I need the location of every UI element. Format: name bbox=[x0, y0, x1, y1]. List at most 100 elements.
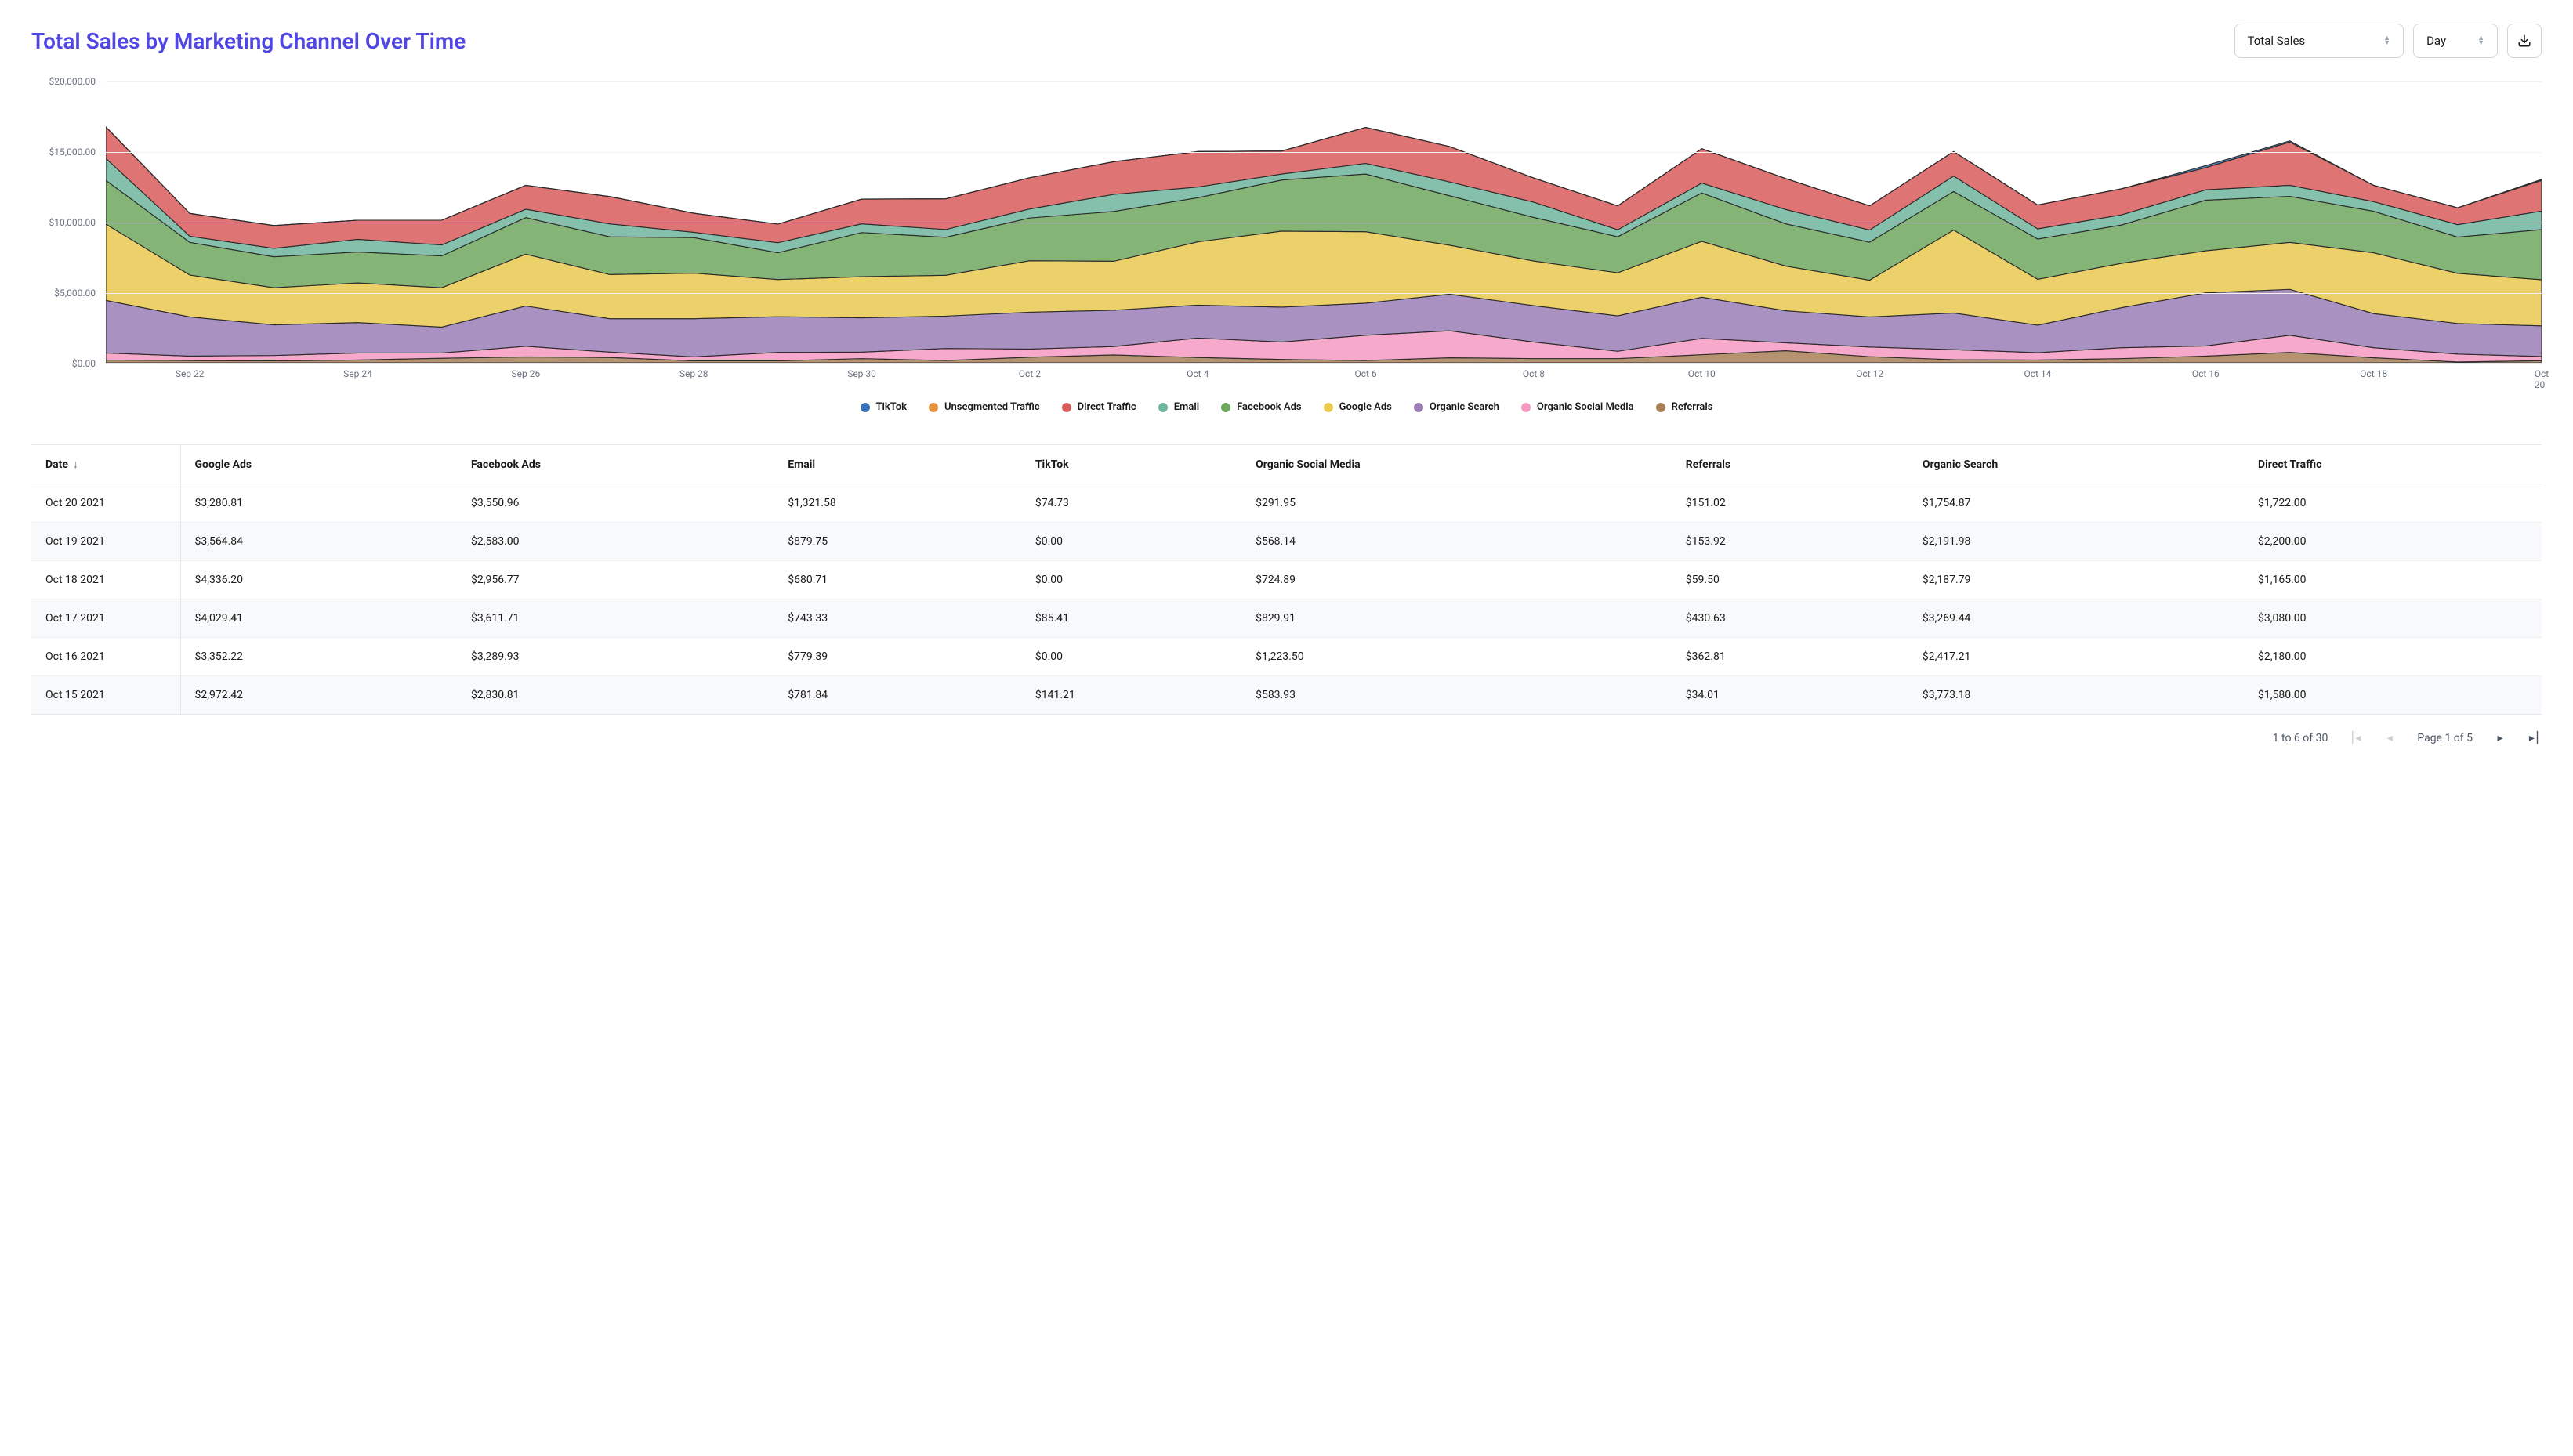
date-cell: Oct 20 2021 bbox=[31, 484, 180, 523]
granularity-select[interactable]: Day ▲▼ bbox=[2413, 24, 2498, 58]
x-axis-label: Sep 22 bbox=[176, 368, 205, 379]
y-axis-label: $0.00 bbox=[72, 358, 96, 369]
value-cell: $0.00 bbox=[1021, 638, 1241, 676]
legend-swatch bbox=[1324, 403, 1333, 412]
value-cell: $568.14 bbox=[1241, 523, 1672, 561]
legend-item-organic-social-media[interactable]: Organic Social Media bbox=[1521, 401, 1634, 413]
value-cell: $0.00 bbox=[1021, 523, 1241, 561]
x-axis-label: Oct 8 bbox=[1523, 368, 1545, 379]
column-header-google-ads[interactable]: Google Ads bbox=[180, 445, 457, 484]
value-cell: $879.75 bbox=[774, 523, 1021, 561]
y-axis-label: $15,000.00 bbox=[49, 147, 96, 158]
y-axis-label: $10,000.00 bbox=[49, 217, 96, 228]
legend-label: TikTok bbox=[876, 401, 907, 413]
value-cell: $85.41 bbox=[1021, 599, 1241, 638]
value-cell: $2,972.42 bbox=[180, 676, 457, 715]
date-cell: Oct 15 2021 bbox=[31, 676, 180, 715]
granularity-select-value: Day bbox=[2426, 34, 2446, 48]
value-cell: $430.63 bbox=[1672, 599, 1908, 638]
legend-label: Email bbox=[1174, 401, 1199, 413]
value-cell: $680.71 bbox=[774, 561, 1021, 599]
legend-label: Organic Search bbox=[1430, 401, 1499, 413]
legend-label: Referrals bbox=[1672, 401, 1713, 413]
value-cell: $74.73 bbox=[1021, 484, 1241, 523]
value-cell: $3,289.93 bbox=[457, 638, 774, 676]
legend-item-google-ads[interactable]: Google Ads bbox=[1324, 401, 1392, 413]
data-table: Date↓Google AdsFacebook AdsEmailTikTokOr… bbox=[31, 444, 2542, 715]
x-axis-label: Oct 12 bbox=[1856, 368, 1883, 379]
legend-swatch bbox=[1158, 403, 1168, 412]
value-cell: $1,321.58 bbox=[774, 484, 1021, 523]
value-cell: $781.84 bbox=[774, 676, 1021, 715]
value-cell: $743.33 bbox=[774, 599, 1021, 638]
pager-range: 1 to 6 of 30 bbox=[2273, 732, 2328, 744]
column-header-tiktok[interactable]: TikTok bbox=[1021, 445, 1241, 484]
column-header-date[interactable]: Date↓ bbox=[31, 445, 180, 484]
value-cell: $3,269.44 bbox=[1908, 599, 2244, 638]
value-cell: $1,722.00 bbox=[2244, 484, 2542, 523]
legend-item-unsegmented-traffic[interactable]: Unsegmented Traffic bbox=[929, 401, 1040, 413]
value-cell: $4,336.20 bbox=[180, 561, 457, 599]
value-cell: $2,583.00 bbox=[457, 523, 774, 561]
date-cell: Oct 16 2021 bbox=[31, 638, 180, 676]
column-header-organic-search[interactable]: Organic Search bbox=[1908, 445, 2244, 484]
column-header-facebook-ads[interactable]: Facebook Ads bbox=[457, 445, 774, 484]
value-cell: $829.91 bbox=[1241, 599, 1672, 638]
value-cell: $724.89 bbox=[1241, 561, 1672, 599]
column-header-referrals[interactable]: Referrals bbox=[1672, 445, 1908, 484]
legend-item-referrals[interactable]: Referrals bbox=[1656, 401, 1713, 413]
legend-swatch bbox=[1521, 403, 1531, 412]
legend-item-facebook-ads[interactable]: Facebook Ads bbox=[1221, 401, 1302, 413]
y-axis-label: $5,000.00 bbox=[54, 288, 96, 299]
value-cell: $2,956.77 bbox=[457, 561, 774, 599]
legend-item-organic-search[interactable]: Organic Search bbox=[1414, 401, 1499, 413]
value-cell: $1,165.00 bbox=[2244, 561, 2542, 599]
table-row: Oct 19 2021$3,564.84$2,583.00$879.75$0.0… bbox=[31, 523, 2542, 561]
sort-desc-icon: ↓ bbox=[73, 458, 78, 471]
legend-swatch bbox=[861, 403, 870, 412]
value-cell: $2,830.81 bbox=[457, 676, 774, 715]
value-cell: $34.01 bbox=[1672, 676, 1908, 715]
y-axis-label: $20,000.00 bbox=[49, 76, 96, 87]
download-button[interactable] bbox=[2507, 24, 2542, 58]
column-header-organic-social-media[interactable]: Organic Social Media bbox=[1241, 445, 1672, 484]
value-cell: $2,417.21 bbox=[1908, 638, 2244, 676]
chart-legend: TikTok Unsegmented Traffic Direct Traffic E… bbox=[31, 401, 2542, 413]
column-header-direct-traffic[interactable]: Direct Traffic bbox=[2244, 445, 2542, 484]
pager-last-button[interactable]: ▸⎮ bbox=[2528, 732, 2542, 744]
sales-chart: $0.00$5,000.00$10,000.00$15,000.00$20,00… bbox=[31, 81, 2542, 387]
x-axis-label: Oct 2 bbox=[1019, 368, 1041, 379]
value-cell: $1,223.50 bbox=[1241, 638, 1672, 676]
table-row: Oct 20 2021$3,280.81$3,550.96$1,321.58$7… bbox=[31, 484, 2542, 523]
date-cell: Oct 19 2021 bbox=[31, 523, 180, 561]
table-row: Oct 16 2021$3,352.22$3,289.93$779.39$0.0… bbox=[31, 638, 2542, 676]
legend-item-email[interactable]: Email bbox=[1158, 401, 1199, 413]
column-header-email[interactable]: Email bbox=[774, 445, 1021, 484]
value-cell: $3,564.84 bbox=[180, 523, 457, 561]
x-axis-label: Sep 24 bbox=[343, 368, 372, 379]
pager-next-button[interactable]: ▸ bbox=[2493, 732, 2507, 744]
x-axis-label: Sep 26 bbox=[512, 368, 541, 379]
legend-label: Facebook Ads bbox=[1237, 401, 1302, 413]
x-axis-label: Oct 20 bbox=[2535, 368, 2549, 390]
pager-prev-button[interactable]: ◂ bbox=[2383, 732, 2397, 744]
value-cell: $151.02 bbox=[1672, 484, 1908, 523]
chevron-updown-icon: ▲▼ bbox=[2477, 36, 2484, 45]
value-cell: $1,754.87 bbox=[1908, 484, 2244, 523]
x-axis-label: Oct 4 bbox=[1187, 368, 1209, 379]
metric-select[interactable]: Total Sales ▲▼ bbox=[2234, 24, 2404, 58]
table-row: Oct 17 2021$4,029.41$3,611.71$743.33$85.… bbox=[31, 599, 2542, 638]
pager-page: Page 1 of 5 bbox=[2417, 732, 2473, 744]
x-axis-label: Oct 10 bbox=[1688, 368, 1716, 379]
legend-swatch bbox=[1221, 403, 1230, 412]
date-cell: Oct 17 2021 bbox=[31, 599, 180, 638]
legend-swatch bbox=[1414, 403, 1423, 412]
pager-first-button[interactable]: ⎮◂ bbox=[2348, 732, 2362, 744]
value-cell: $2,191.98 bbox=[1908, 523, 2244, 561]
legend-item-direct-traffic[interactable]: Direct Traffic bbox=[1062, 401, 1136, 413]
x-axis-label: Sep 30 bbox=[847, 368, 876, 379]
x-axis-label: Oct 14 bbox=[2024, 368, 2051, 379]
value-cell: $3,773.18 bbox=[1908, 676, 2244, 715]
legend-item-tiktok[interactable]: TikTok bbox=[861, 401, 907, 413]
x-axis-label: Oct 6 bbox=[1354, 368, 1376, 379]
